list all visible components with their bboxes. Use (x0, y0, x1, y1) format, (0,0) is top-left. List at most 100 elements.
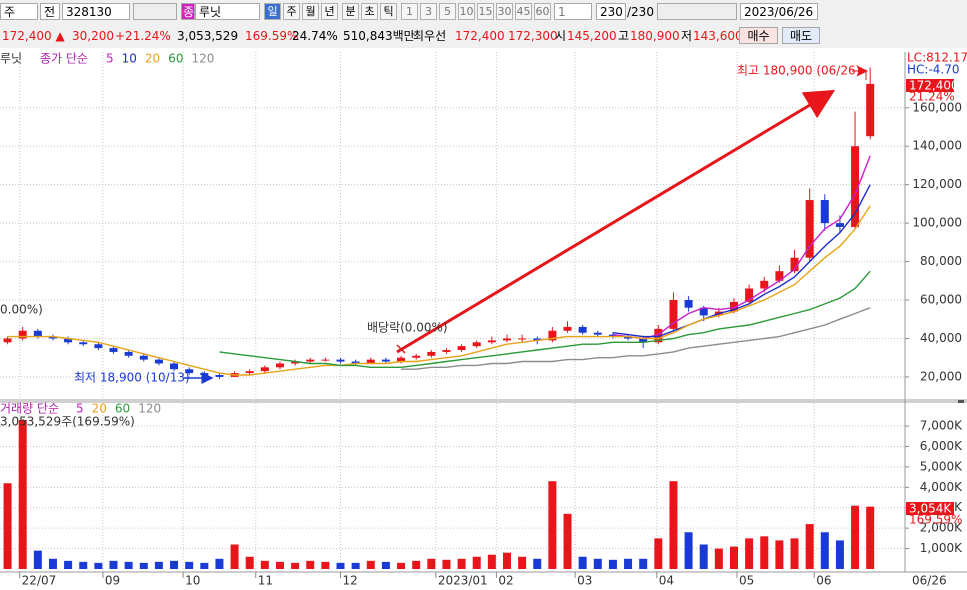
volume-bar (215, 558, 224, 569)
interval-button[interactable]: 틱 (380, 3, 397, 20)
volume-bar (381, 561, 390, 569)
stock-name[interactable]: 루닛 (195, 3, 260, 20)
volume-bar (851, 505, 860, 569)
candle-body (608, 334, 617, 337)
left-annotation: 0.00%) (0, 303, 43, 317)
y-tick-label: 100,000 (912, 216, 962, 230)
candle-body (427, 351, 436, 356)
volume-bar (397, 562, 406, 569)
ma-line (612, 155, 871, 340)
candle-body (654, 328, 663, 343)
date-input[interactable]: 2023/06/26 (740, 3, 818, 20)
minute-button[interactable]: 60 (534, 3, 551, 20)
x-tick-label: 03 (577, 574, 592, 588)
quote-bar: 172,400 ▲ 30,200 +21.24% 3,053,529 169.5… (0, 24, 967, 49)
candle-body (699, 307, 708, 316)
interval-button[interactable]: 일 (264, 3, 281, 20)
y-tick-label: 80,000 (920, 254, 962, 268)
candle-body (835, 223, 844, 227)
buy-button[interactable]: 매수 (739, 27, 778, 44)
volume-bar (291, 562, 300, 569)
last-volume-box (906, 502, 954, 515)
code-input[interactable]: 328130 (62, 3, 130, 20)
candle-body (533, 338, 542, 341)
sell-button[interactable]: 매도 (782, 27, 820, 44)
y-tick-label: 40,000 (920, 331, 962, 345)
price: 172,400 ▲ (2, 29, 65, 43)
volume-bar (760, 536, 769, 569)
minute-button[interactable]: 45 (515, 3, 532, 20)
count-input[interactable]: 230 (596, 3, 626, 20)
volume-bar (321, 561, 330, 569)
volume-legend-title: 거래량 단순 (0, 402, 59, 416)
count-select[interactable]: 1 (554, 3, 592, 20)
volume-bar (457, 558, 466, 569)
minute-button[interactable]: 1 (401, 3, 418, 20)
volume-bar (230, 544, 239, 569)
volume-bar (275, 561, 284, 569)
candle-body (351, 361, 360, 364)
candle-body (33, 330, 42, 337)
volume-bar (775, 540, 784, 569)
volume-bar (33, 550, 42, 569)
volume-bar (260, 560, 269, 569)
candle-body (866, 83, 875, 137)
candle-body (275, 363, 284, 368)
x-tick-label: 10 (185, 574, 200, 588)
prev-button[interactable]: 전 (40, 3, 60, 20)
candle-body (487, 340, 496, 343)
volume-summary: 3,053,529주(169.59%) (0, 415, 135, 429)
dividend-annotation: 배당락(0.00%) (367, 321, 448, 335)
y-tick-label: 2,000K (920, 521, 963, 535)
tool-icons[interactable] (657, 3, 737, 20)
ask: 172,400 (455, 29, 505, 43)
last-volume-pct: 169.59% (909, 513, 962, 527)
minute-button[interactable]: 5 (439, 3, 456, 20)
volume-bar (805, 524, 814, 569)
trend-arrow (396, 89, 836, 354)
y-tick-label: 20,000 (920, 369, 962, 383)
x-tick-label: 04 (659, 574, 674, 588)
interval-button[interactable]: 주 (283, 3, 300, 20)
y-tick-label: 140,000 (912, 139, 962, 153)
candle-body (109, 348, 118, 352)
tool-icons[interactable] (133, 3, 177, 20)
interval-button[interactable]: 분 (342, 3, 359, 20)
change: 30,200 (72, 29, 114, 43)
volume-bar (139, 562, 148, 569)
separator-handle[interactable] (958, 400, 964, 403)
volume-bar (729, 546, 738, 569)
volume-bar (472, 556, 481, 569)
minute-button[interactable]: 10 (458, 3, 475, 20)
legend-item: 20 (92, 402, 107, 416)
interval-button[interactable]: 년 (321, 3, 338, 20)
candle-body (170, 363, 179, 370)
volume-bar (593, 558, 602, 569)
y-tick-label: 5,000K (920, 459, 963, 473)
interval-button[interactable]: 월 (302, 3, 319, 20)
x-tick-label: 22/07 (22, 574, 57, 588)
minute-button[interactable]: 3 (420, 3, 437, 20)
candle-body (639, 338, 648, 343)
candle-body (442, 350, 451, 352)
volume-bar (624, 558, 633, 569)
volume-bar (351, 562, 360, 569)
legend-item: 10 (122, 52, 137, 66)
volume-bar (412, 560, 421, 569)
volume-bar (835, 540, 844, 569)
candle-body (124, 351, 133, 356)
minute-button[interactable]: 15 (477, 3, 494, 20)
legend-item: 120 (138, 402, 161, 416)
ma-line (219, 270, 871, 368)
candle-body (306, 359, 315, 362)
candle-body (336, 359, 345, 362)
interval-button[interactable]: 초 (361, 3, 378, 20)
period-select[interactable]: 주 (0, 3, 38, 20)
ma-line (612, 184, 871, 338)
y-tick-label: 1,000K (920, 541, 963, 555)
candle-body (64, 338, 73, 343)
minute-button[interactable]: 30 (496, 3, 513, 20)
y-tick-label: 6,000K (920, 439, 963, 453)
candle-body (684, 300, 693, 308)
